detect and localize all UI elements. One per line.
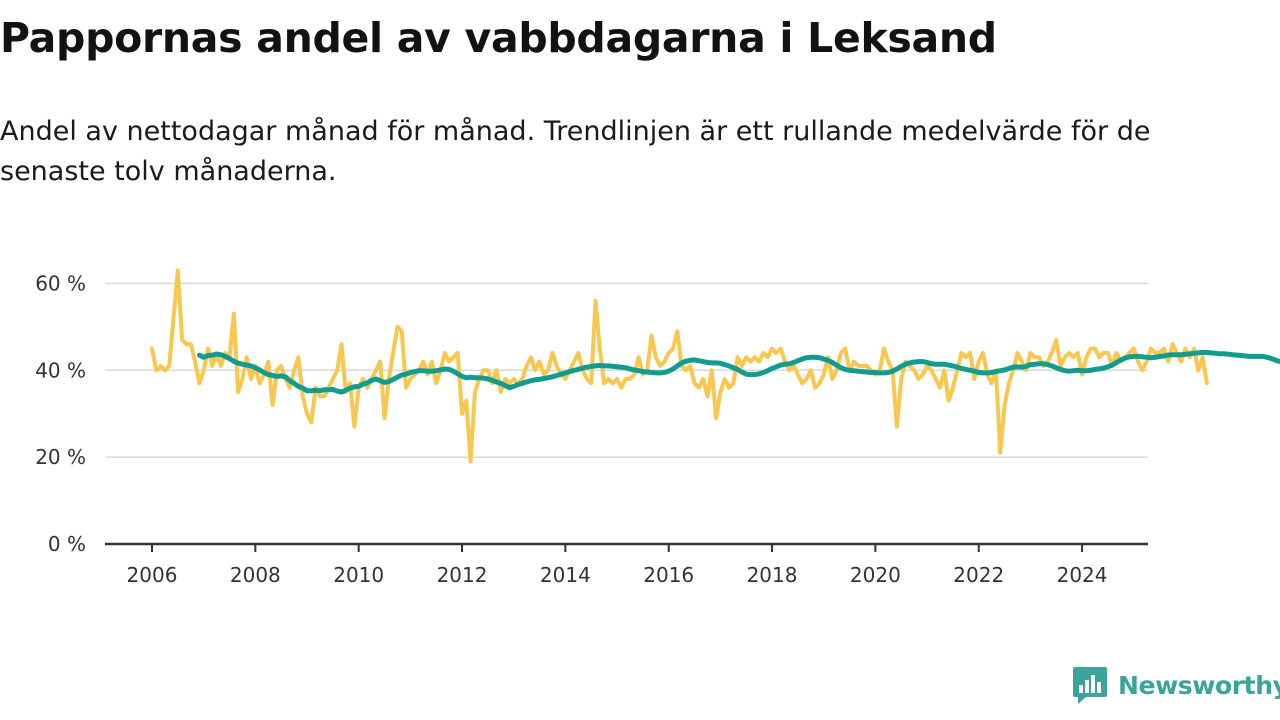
brand-name: Newsworthy [1118,670,1280,700]
trend-series-line [196,350,1280,395]
x-tick-label: 2008 [230,563,281,587]
brand-logo: Newsworthy [1072,664,1280,706]
y-tick-label: 40 % [35,358,86,382]
y-tick-label: 60 % [35,271,86,295]
x-tick-label: 2012 [437,563,488,587]
x-tick-label: 2010 [333,563,384,587]
x-tick-label: 2014 [540,563,591,587]
x-axis: 2006 2008 2010 2012 2014 2016 2018 2020 2022 2024 [105,542,1148,587]
y-tick-label: 0 % [48,532,86,556]
newsworthy-logo-icon [1073,667,1107,704]
x-tick-label: 2016 [643,563,694,587]
gridlines: 0 % 20 % 40 % 60 % [35,271,1148,556]
y-tick-label: 20 % [35,445,86,469]
chart-title: Pappornas andel av vabbdagarna i Leksand [0,14,997,62]
x-tick-label: 2018 [747,563,798,587]
x-tick-label: 2006 [127,563,178,587]
x-tick-label: 2024 [1057,563,1108,587]
series-lines [150,268,1280,464]
x-tick-label: 2020 [850,563,901,587]
chart-subtitle: Andel av nettodagar månad för månad. Tre… [0,116,1151,187]
x-tick-label: 2022 [953,563,1004,587]
